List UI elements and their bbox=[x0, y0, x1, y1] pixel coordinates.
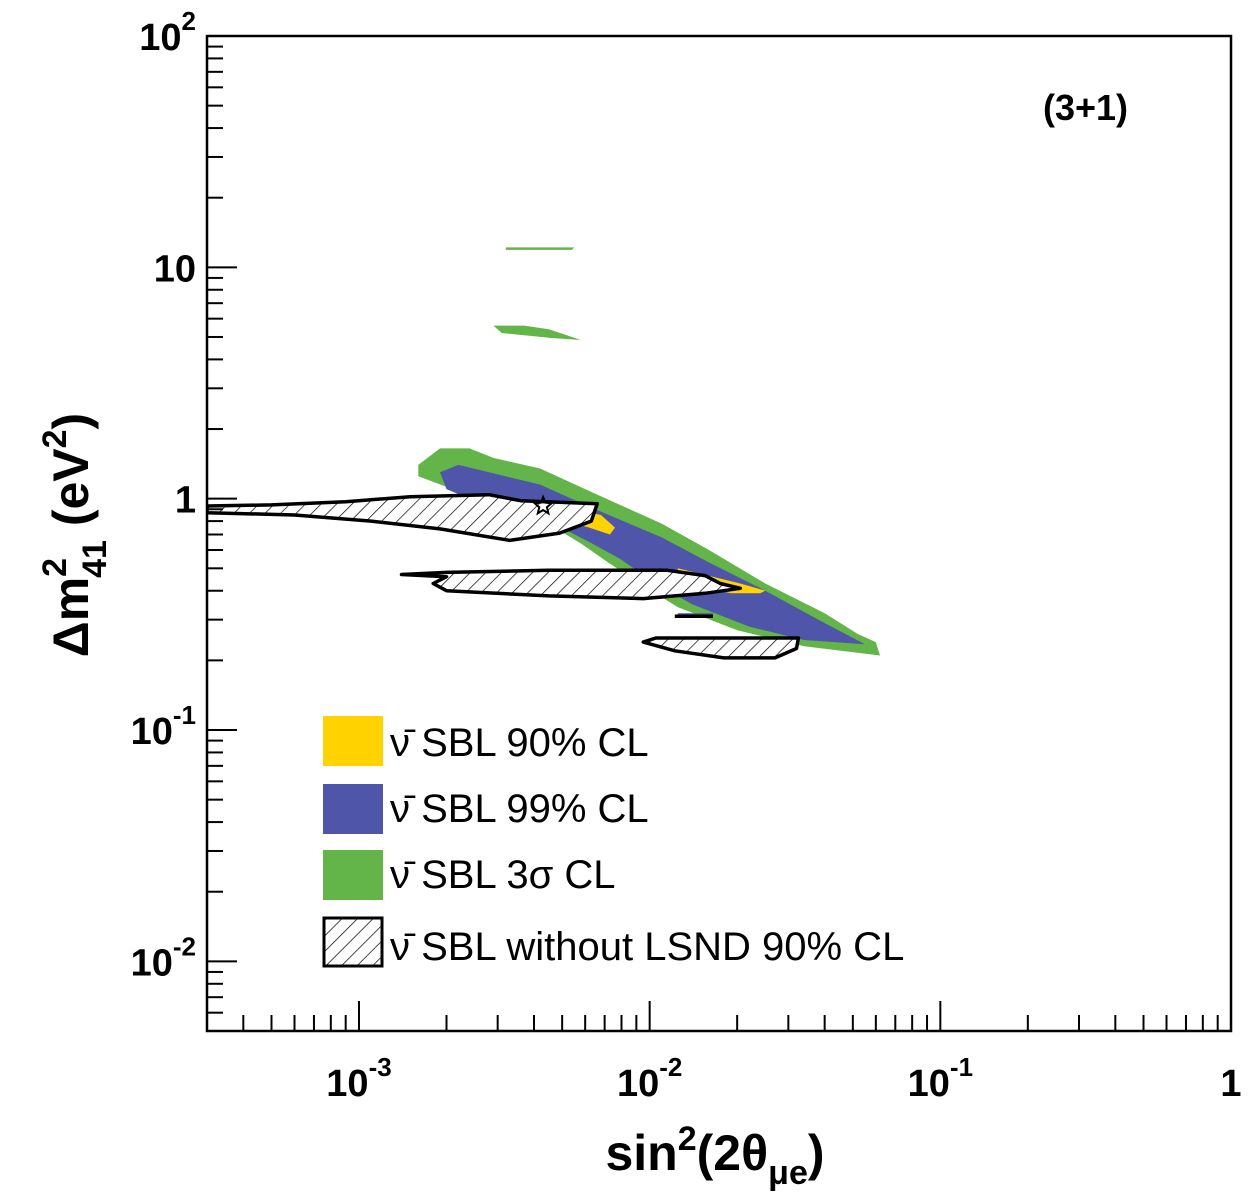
best-fit-star bbox=[532, 494, 555, 516]
legend-entry-90: ν̄ SBL 90% CL bbox=[323, 716, 649, 766]
axis-ticks bbox=[206, 35, 1232, 1032]
region-3sigma-1 bbox=[493, 325, 581, 340]
y-tick-label: 10-2 bbox=[131, 931, 196, 984]
legend-swatch-3sigma bbox=[323, 850, 383, 900]
region-no-lsnd-1 bbox=[399, 568, 743, 601]
legend-label-99: ν̄ SBL 99% CL bbox=[390, 787, 649, 831]
y-tick-label: 102 bbox=[139, 6, 196, 59]
regions bbox=[207, 247, 880, 660]
x-tick-label: 1 bbox=[1220, 1063, 1241, 1105]
annotation-model: (3+1) bbox=[1043, 87, 1128, 128]
region-3sigma-2 bbox=[505, 247, 575, 250]
y-tick-label: 10-1 bbox=[131, 700, 196, 753]
region-no-lsnd-0 bbox=[207, 492, 599, 543]
x-axis-title: sin2(2θμe) bbox=[605, 1120, 824, 1192]
region-no-lsnd-2 bbox=[641, 636, 801, 660]
legend-swatch-nolsnd bbox=[322, 916, 384, 968]
x-tick-label: 10-2 bbox=[617, 1052, 682, 1105]
legend-entry-nolsnd: ν̄ SBL without LSND 90% CL bbox=[322, 916, 904, 969]
legend: ν̄ SBL 90% CL ν̄ SBL 99% CL ν̄ SBL 3σ CL… bbox=[322, 716, 904, 969]
tick-labels: 10-3 10-2 10-1 1 10-2 10-1 1 10 102 bbox=[131, 6, 1242, 1105]
y-tick-label: 1 bbox=[175, 480, 196, 522]
legend-swatch-90 bbox=[323, 716, 383, 766]
x-tick-label: 10-1 bbox=[908, 1052, 973, 1105]
legend-label-90: ν̄ SBL 90% CL bbox=[390, 721, 649, 765]
legend-swatch-99 bbox=[323, 784, 383, 834]
x-tick-label: 10-3 bbox=[326, 1052, 391, 1105]
legend-label-nolsnd: ν̄ SBL without LSND 90% CL bbox=[390, 925, 904, 969]
legend-entry-99: ν̄ SBL 99% CL bbox=[323, 784, 649, 834]
legend-entry-3sigma: ν̄ SBL 3σ CL bbox=[323, 850, 616, 900]
legend-label-3sigma: ν̄ SBL 3σ CL bbox=[390, 853, 616, 897]
y-tick-label: 10 bbox=[154, 248, 196, 290]
y-axis-title: Δm241 (eV2) bbox=[36, 413, 114, 657]
